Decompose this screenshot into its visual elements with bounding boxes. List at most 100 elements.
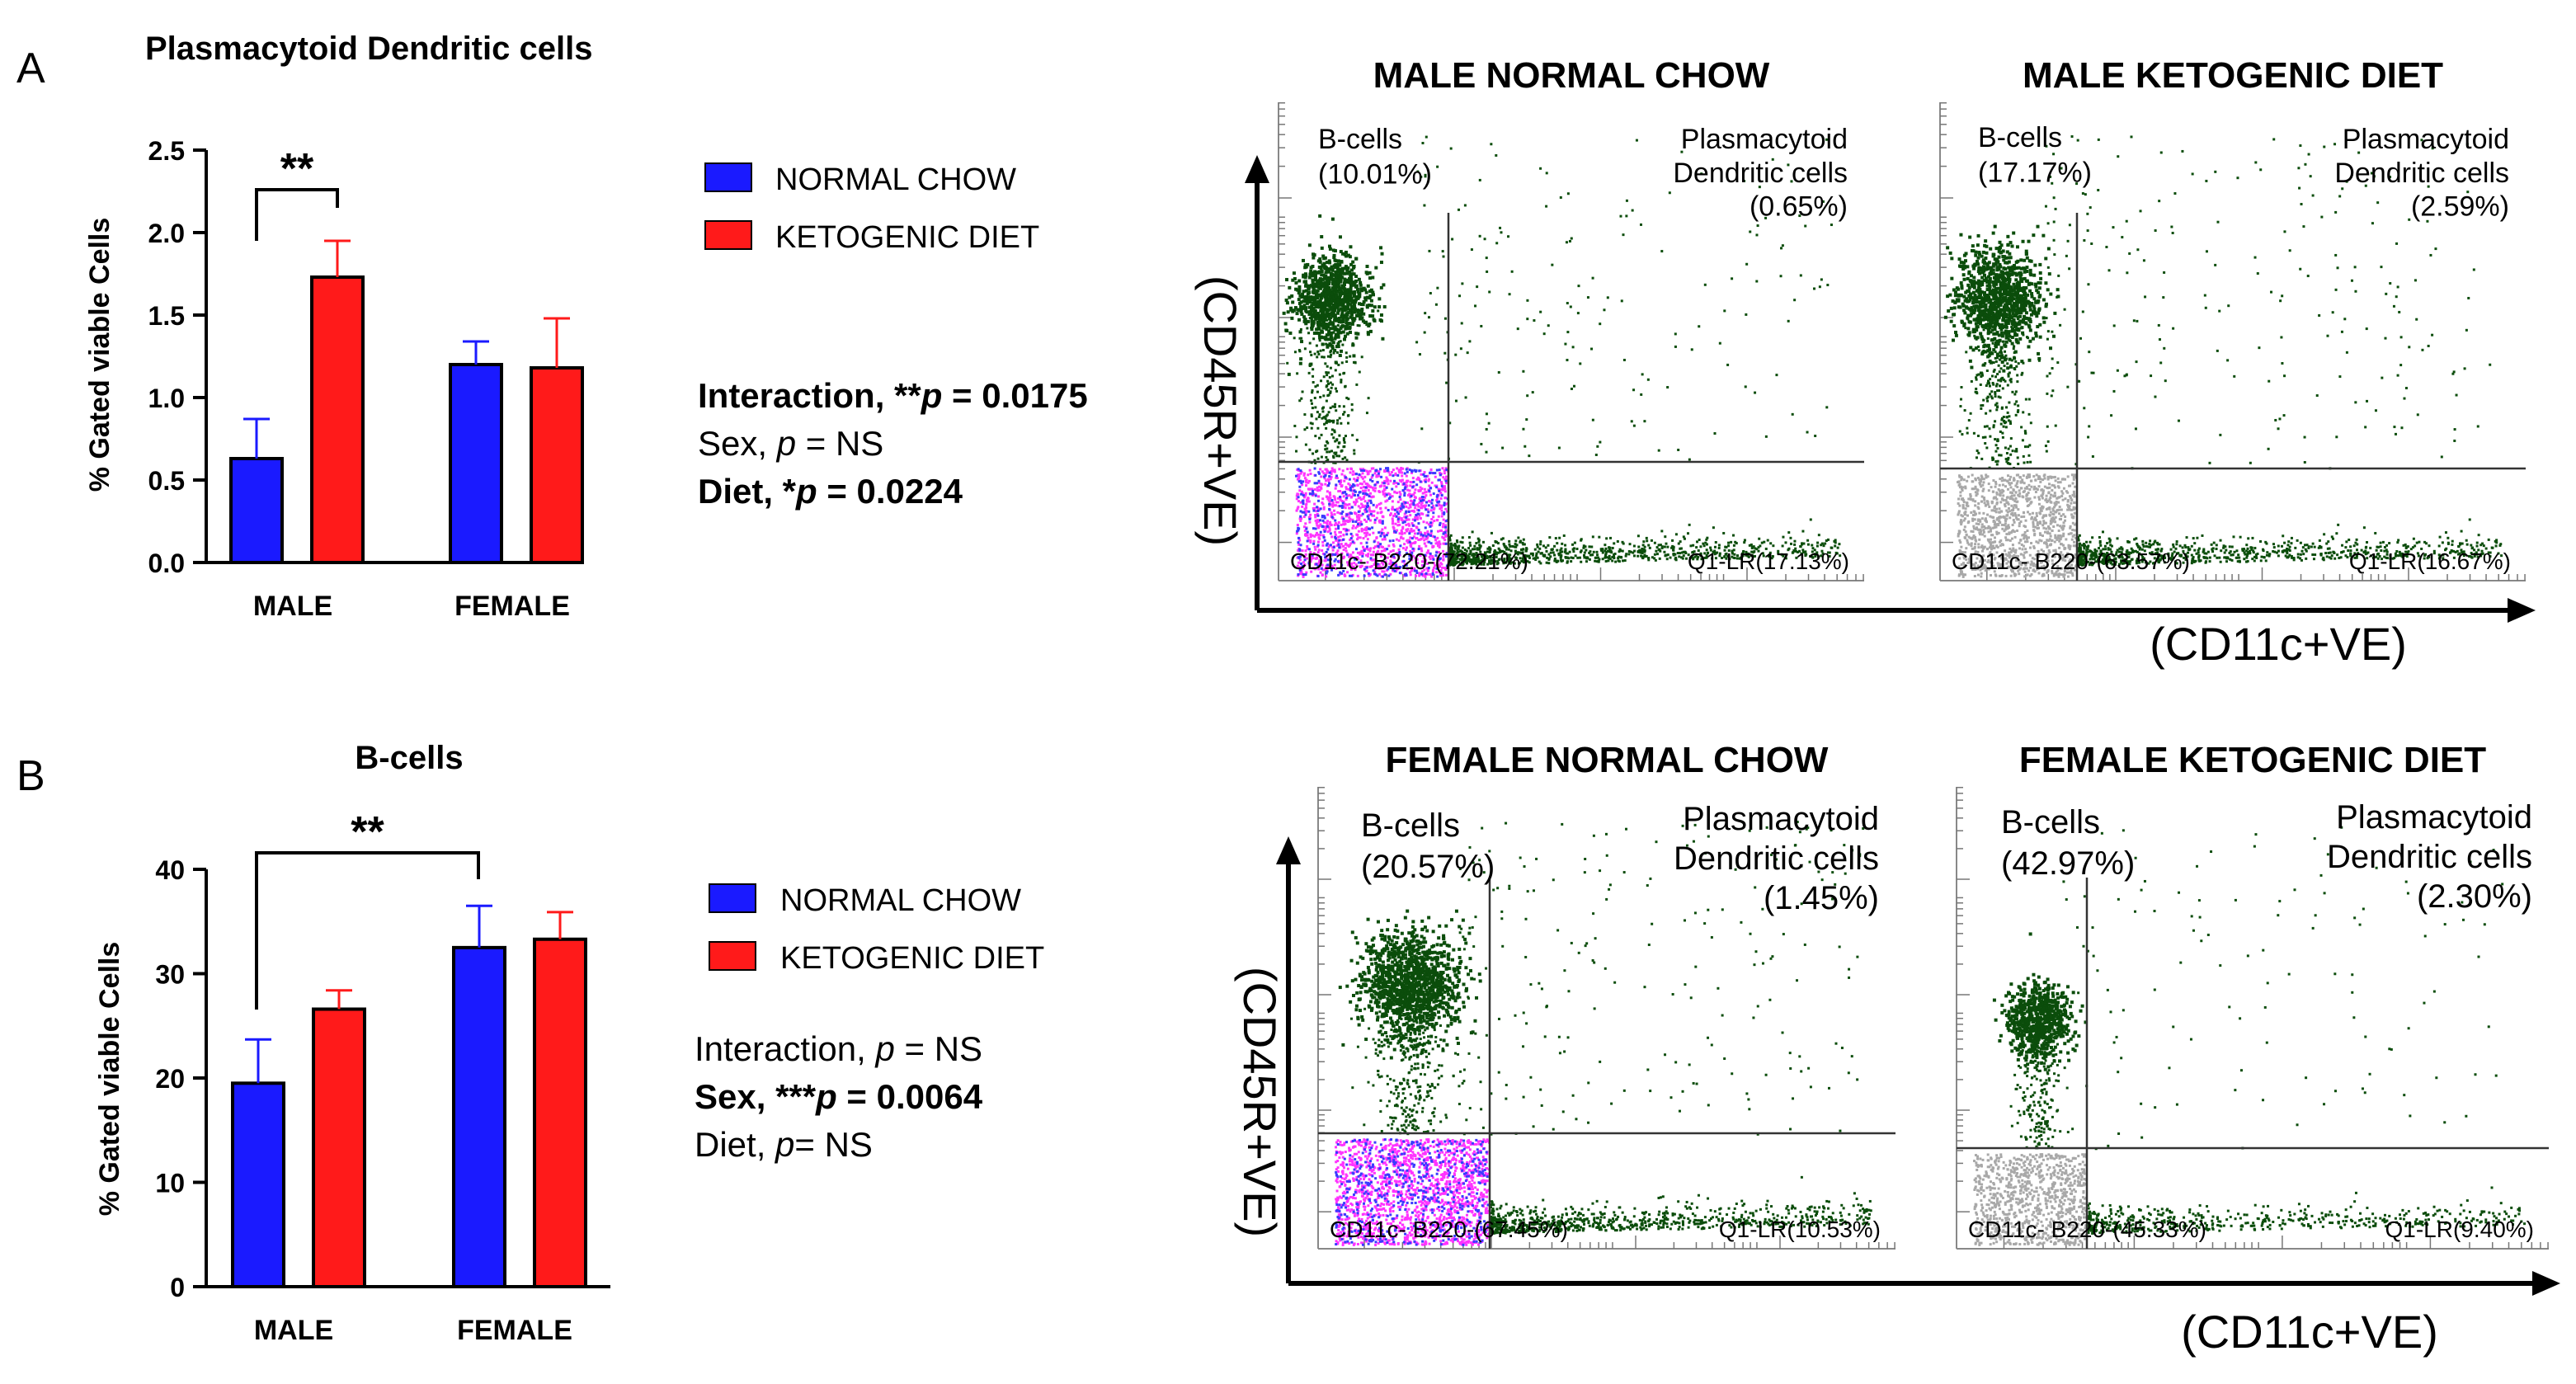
event-dot <box>1323 530 1326 533</box>
event-dot <box>1792 549 1796 553</box>
event-dot <box>1321 544 1325 547</box>
event-dot <box>1420 564 1424 567</box>
event-dot <box>1781 544 1784 548</box>
event-dot <box>1356 324 1359 327</box>
event-dot <box>1797 549 1801 553</box>
event-dot <box>1425 494 1428 497</box>
quadrant-label-bcells: B-cells <box>1318 124 1402 155</box>
event-dot <box>1556 548 1559 552</box>
event-dot <box>2018 288 2023 292</box>
event-dot <box>1350 297 1354 300</box>
event-dot <box>1364 553 1368 557</box>
event-dot <box>1374 559 1377 563</box>
event-dot <box>1703 556 1707 559</box>
event-dot <box>1334 402 1337 406</box>
event-dot <box>1461 562 1464 565</box>
event-dot <box>1836 546 1839 549</box>
event-dot <box>1316 551 1320 554</box>
event-dot <box>1528 561 1531 564</box>
event-dot <box>1424 312 1427 315</box>
event-dot <box>1293 337 1296 340</box>
event-dot <box>1335 421 1339 425</box>
event-dot <box>1303 563 1307 567</box>
event-dot <box>1342 437 1345 440</box>
event-dot <box>1525 418 1528 421</box>
event-dot <box>1423 487 1426 491</box>
event-dot <box>1316 545 1319 548</box>
event-dot <box>1351 520 1354 523</box>
event-dot <box>1299 515 1302 518</box>
event-dot <box>1580 538 1583 541</box>
event-dot <box>1442 518 1445 521</box>
event-dot <box>1523 557 1527 560</box>
event-dot <box>1509 544 1512 548</box>
event-dot <box>1321 534 1325 537</box>
event-dot <box>1308 492 1312 496</box>
event-dot <box>1611 555 1614 558</box>
event-dot <box>1321 548 1324 552</box>
event-dot <box>1389 479 1392 483</box>
event-dot <box>2006 286 2010 290</box>
event-dot <box>1669 556 1672 559</box>
event-dot <box>1784 553 1787 557</box>
event-dot <box>1462 559 1466 563</box>
event-dot <box>2007 256 2011 260</box>
event-dot <box>1321 303 1324 306</box>
event-dot <box>1350 562 1354 565</box>
event-dot <box>1435 484 1439 487</box>
event-dot <box>1547 557 1551 560</box>
event-dot <box>1804 224 1807 228</box>
event-dot <box>2016 280 2020 285</box>
event-dot <box>1559 551 1562 554</box>
event-dot <box>1429 553 1432 557</box>
event-dot <box>1349 553 1353 557</box>
event-dot <box>1316 489 1320 492</box>
event-dot <box>1391 487 1394 491</box>
event-dot <box>1297 288 1302 292</box>
event-dot <box>1336 308 1340 313</box>
event-dot <box>1415 341 1419 344</box>
event-dot <box>1321 483 1324 487</box>
event-dot <box>1705 554 1708 558</box>
event-dot <box>2002 276 2006 280</box>
event-dot <box>1981 350 1985 354</box>
event-dot <box>1421 141 1425 144</box>
event-dot <box>1421 570 1425 573</box>
bar-male-normal-chow <box>229 457 284 564</box>
event-dot <box>1353 449 1356 452</box>
event-dot <box>1378 318 1382 322</box>
event-dot <box>1326 365 1329 368</box>
event-dot <box>1663 550 1666 553</box>
event-dot <box>1387 553 1391 556</box>
event-dot <box>1948 251 1952 255</box>
event-dot <box>1601 558 1604 561</box>
event-dot <box>1495 555 1498 558</box>
event-dot <box>1299 544 1302 547</box>
event-dot <box>1380 531 1383 534</box>
event-dot <box>1787 547 1791 550</box>
event-dot <box>1425 551 1429 554</box>
event-dot <box>1698 539 1701 542</box>
event-dot <box>1442 553 1445 557</box>
event-dot <box>1695 554 1698 558</box>
event-dot <box>1561 542 1564 545</box>
event-dot <box>1576 556 1580 559</box>
event-dot <box>1434 571 1438 574</box>
event-dot <box>1288 285 1292 290</box>
event-dot <box>1305 506 1308 509</box>
event-dot <box>1999 299 2003 303</box>
event-dot <box>1405 515 1408 519</box>
event-dot <box>1514 552 1518 555</box>
event-dot <box>1994 262 1998 266</box>
event-dot <box>1801 530 1805 533</box>
event-dot <box>1297 500 1301 503</box>
event-dot <box>1409 499 1412 502</box>
event-dot <box>1451 558 1454 561</box>
event-dot <box>2028 304 2032 308</box>
event-dot <box>2056 288 2060 292</box>
event-dot <box>1284 298 1288 302</box>
event-dot <box>1299 519 1302 522</box>
event-dot <box>1440 509 1443 512</box>
event-dot <box>1795 556 1798 559</box>
event-dot <box>1337 505 1340 508</box>
